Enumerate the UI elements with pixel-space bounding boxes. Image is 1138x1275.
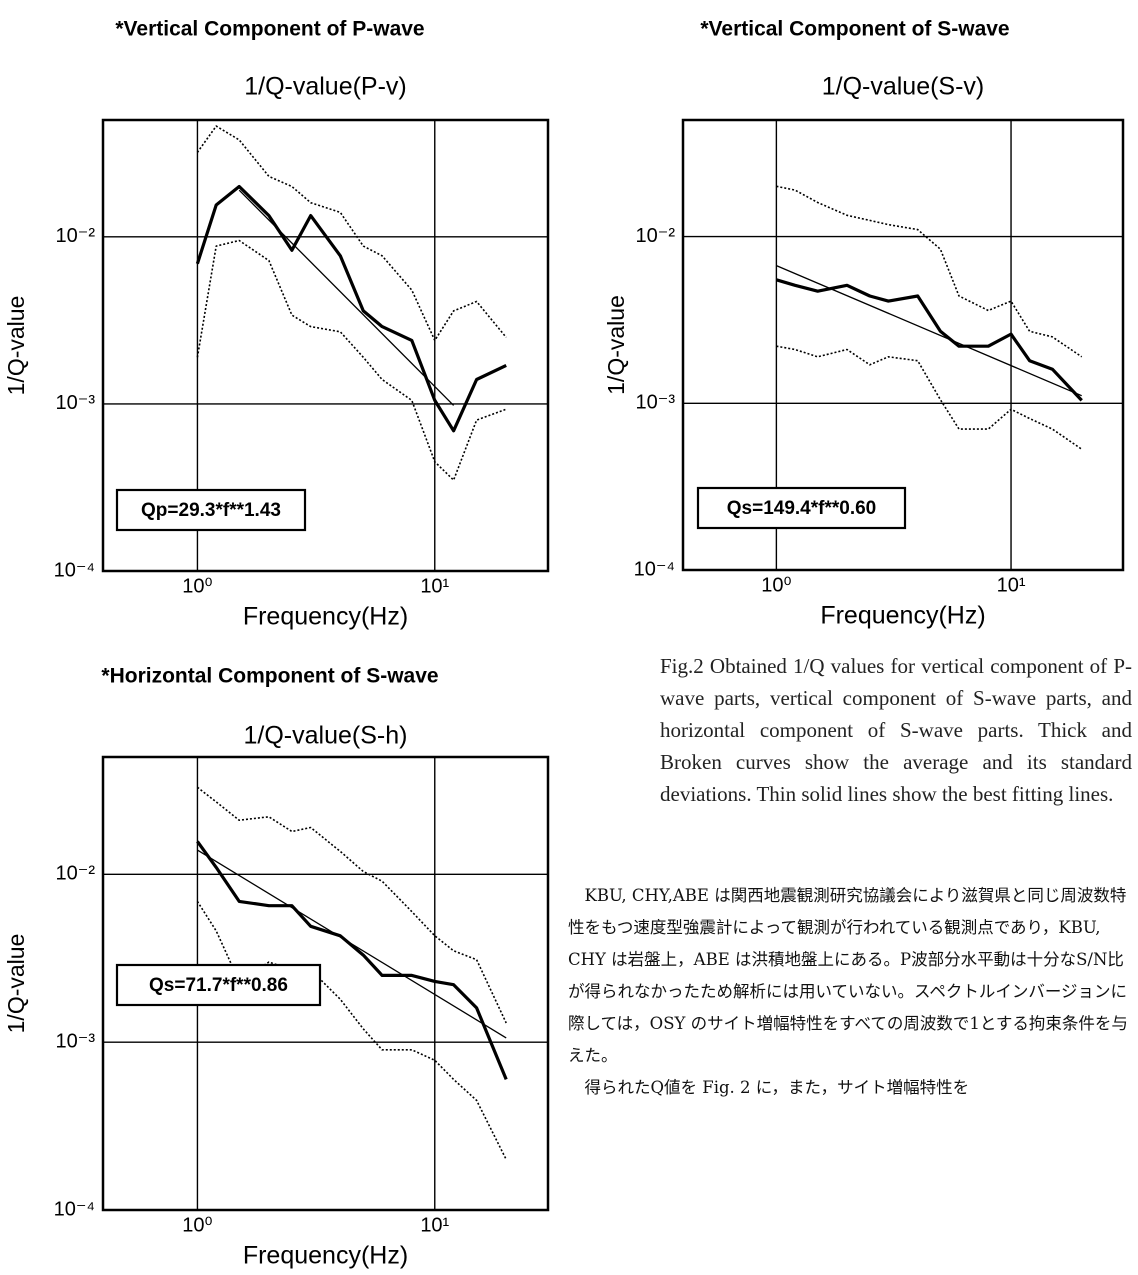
chart-title: 1/Q-value(S-h) bbox=[244, 722, 408, 750]
y-tick-label: 10⁻⁴ bbox=[634, 558, 675, 580]
data-line bbox=[196, 840, 508, 1081]
y-tick-label: 10⁻⁴ bbox=[54, 559, 95, 581]
data-line bbox=[196, 125, 507, 342]
x-axis-label: Frequency(Hz) bbox=[243, 1242, 408, 1270]
data-line bbox=[776, 265, 1082, 397]
y-tick-label: 10⁻³ bbox=[56, 1030, 96, 1052]
section-heading: *Vertical Component of P-wave bbox=[115, 18, 424, 41]
paragraph: KBU, CHY,ABE は関西地震観測研究協議会により滋賀県と同じ周波数特性を… bbox=[568, 886, 1128, 1065]
y-axis-label: 1/Q-value bbox=[3, 934, 29, 1034]
chart-title: 1/Q-value(S-v) bbox=[822, 73, 985, 101]
section-heading: *Horizontal Component of S-wave bbox=[101, 665, 438, 688]
data-line bbox=[238, 189, 455, 406]
x-tick-label: 10¹ bbox=[420, 575, 449, 597]
body-text: KBU, CHY,ABE は関西地震観測研究協議会により滋賀県と同じ周波数特性を… bbox=[568, 880, 1134, 1275]
x-axis-label: Frequency(Hz) bbox=[820, 602, 985, 630]
section-heading: *Vertical Component of S-wave bbox=[700, 18, 1009, 41]
data-line bbox=[197, 849, 507, 1039]
plot-frame bbox=[101, 755, 550, 1212]
y-tick-label: 10⁻² bbox=[56, 863, 96, 885]
y-tick-label: 10⁻² bbox=[56, 225, 96, 247]
x-tick-label: 10¹ bbox=[420, 1214, 449, 1236]
data-line bbox=[775, 278, 1083, 402]
y-tick-label: 10⁻² bbox=[636, 225, 676, 247]
annotation-box bbox=[115, 963, 322, 1007]
annotation: Qp=29.3*f**1.43 bbox=[141, 500, 281, 521]
x-tick-label: 10⁰ bbox=[182, 1214, 212, 1236]
x-tick-label: 10⁰ bbox=[182, 575, 212, 597]
y-axis-label: 1/Q-value bbox=[3, 296, 29, 396]
paragraph: 得られたQ値を Fig. 2 に，また，サイト増幅特性を bbox=[584, 1078, 970, 1097]
chart-title: 1/Q-value(P-v) bbox=[244, 73, 407, 101]
annotation: Qs=71.7*f**0.86 bbox=[149, 975, 288, 996]
annotation-box bbox=[696, 486, 907, 530]
data-line bbox=[196, 239, 507, 481]
y-axis-label: 1/Q-value bbox=[603, 295, 629, 395]
data-line bbox=[196, 900, 507, 1160]
x-tick-label: 10⁰ bbox=[761, 574, 791, 596]
plot-frame bbox=[681, 118, 1125, 572]
data-line bbox=[776, 185, 1083, 358]
x-tick-label: 10¹ bbox=[997, 574, 1026, 596]
data-line bbox=[776, 345, 1083, 450]
annotation: Qs=149.4*f**0.60 bbox=[727, 498, 876, 519]
annotation-box bbox=[115, 488, 307, 532]
y-tick-label: 10⁻³ bbox=[636, 392, 676, 414]
data-line bbox=[195, 184, 507, 433]
y-tick-label: 10⁻³ bbox=[56, 392, 96, 414]
x-axis-label: Frequency(Hz) bbox=[243, 603, 408, 631]
plot-frame bbox=[101, 118, 550, 573]
figure-caption: Fig.2 Obtained 1/Q values for vertical c… bbox=[660, 654, 1132, 806]
y-tick-label: 10⁻⁴ bbox=[54, 1198, 95, 1220]
